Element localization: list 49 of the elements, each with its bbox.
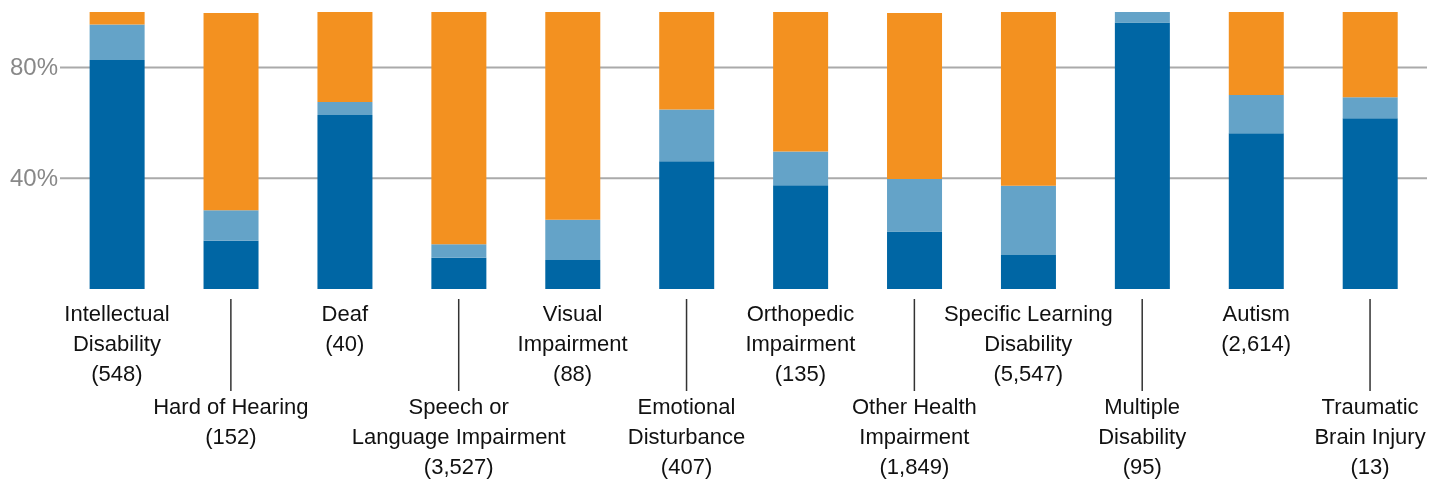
bar [773, 185, 829, 289]
bar [1114, 22, 1170, 289]
bar [659, 161, 715, 289]
bar [89, 12, 145, 25]
x-tick-label: Speech or Language Impairment (3,527) [351, 394, 566, 479]
bar [659, 12, 715, 110]
bar [1114, 12, 1170, 23]
x-tick-label: Deaf (40) [321, 301, 369, 356]
bar [431, 244, 487, 258]
bar [545, 259, 601, 289]
x-tick-label: Intellectual Disability (548) [64, 301, 170, 386]
bar [89, 24, 145, 60]
x-tick-label: Multiple Disability (95) [1098, 394, 1187, 479]
bar [1342, 12, 1398, 98]
x-tick-label: Orthopedic Impairment (135) [745, 301, 856, 386]
bar [203, 240, 259, 289]
bar [773, 151, 829, 186]
bar [887, 231, 943, 289]
x-tick-label: Autism (2,614) [1221, 301, 1291, 356]
bar [1342, 97, 1398, 119]
bar [203, 13, 259, 211]
bar [545, 219, 601, 260]
bar [887, 13, 943, 180]
y-tick-label: 80% [10, 53, 59, 81]
bar [317, 12, 373, 103]
x-tick-label: Other Health Impairment (1,849) [852, 394, 977, 479]
x-tick-label: Traumatic Brain Injury (13) [1314, 394, 1426, 479]
bar [431, 12, 487, 245]
bar [203, 210, 259, 241]
bar [773, 12, 829, 152]
bar [1228, 95, 1284, 134]
bar [317, 115, 373, 289]
bar [1342, 118, 1398, 289]
bar [1000, 254, 1056, 289]
bar [659, 109, 715, 162]
x-tick-label: Specific Learning Disability (5,547) [943, 301, 1113, 386]
bar [1228, 12, 1284, 96]
bar [89, 59, 145, 289]
bar [1228, 133, 1284, 289]
bar [887, 179, 943, 232]
bar [317, 102, 373, 116]
bar [545, 12, 601, 220]
bar [1000, 185, 1056, 255]
bar [431, 257, 487, 289]
y-tick-label: 40% [10, 164, 59, 192]
x-tick-label: Hard of Hearing (152) [153, 394, 309, 449]
x-tick-label: Visual Impairment (88) [517, 301, 628, 386]
x-tick-label: Emotional Disturbance (407) [627, 394, 746, 479]
bar [1000, 12, 1056, 186]
